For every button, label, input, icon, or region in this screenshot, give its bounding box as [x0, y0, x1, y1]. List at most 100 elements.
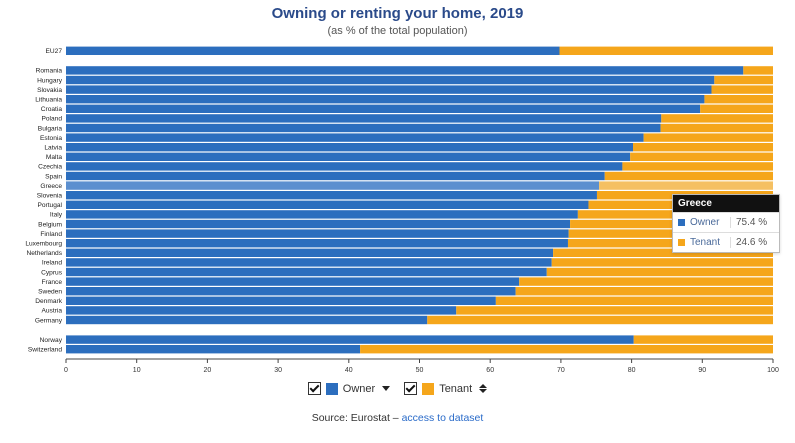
category-label-latvia: Latvia — [44, 145, 62, 152]
bar-owner-denmark[interactable] — [66, 296, 496, 305]
bar-chart: EU27 Romania Hungary Slovakia Lithuania Croat… — [25, 46, 779, 374]
x-tick-label: 10 — [133, 367, 141, 374]
legend-owner-toggle[interactable]: Owner — [307, 382, 391, 395]
bar-owner-croatia[interactable] — [66, 104, 701, 113]
owner-legend-label: Owner — [342, 382, 376, 395]
bar-owner-luxembourg[interactable] — [66, 239, 568, 248]
category-label-finland: Finland — [40, 231, 62, 238]
bar-tenant-malta[interactable] — [630, 152, 773, 161]
bar-tenant-france[interactable] — [519, 277, 773, 286]
bar-tenant-croatia[interactable] — [700, 104, 773, 113]
bar-tenant-austria[interactable] — [456, 306, 773, 315]
x-tick-label: 70 — [557, 367, 565, 374]
x-tick-label: 80 — [628, 367, 636, 374]
tooltip-tenant-value: 24.6 % — [730, 237, 774, 248]
bar-owner-slovakia[interactable] — [66, 85, 712, 94]
category-label-lithuania: Lithuania — [35, 97, 62, 104]
bar-tenant-denmark[interactable] — [495, 296, 773, 305]
bar-tenant-luxembourg[interactable] — [567, 239, 773, 248]
category-label-croatia: Croatia — [41, 106, 63, 113]
bar-owner-lithuania[interactable] — [66, 95, 705, 104]
bar-tenant-netherlands[interactable] — [553, 248, 773, 257]
bar-tenant-germany[interactable] — [427, 315, 773, 325]
bar-owner-romania[interactable] — [66, 66, 744, 75]
x-tick-label: 40 — [345, 367, 353, 374]
bar-tenant-ireland[interactable] — [551, 258, 773, 267]
category-label-belgium: Belgium — [38, 221, 62, 228]
dataset-link[interactable]: access to dataset — [401, 412, 484, 424]
x-tick-label: 60 — [486, 367, 494, 374]
tooltip-country: Greece — [673, 195, 779, 212]
bar-owner-spain[interactable] — [66, 171, 605, 181]
bar-tenant-estonia[interactable] — [643, 133, 773, 142]
tooltip-tenant-row: Tenant 24.6 % — [673, 232, 779, 252]
category-label-czechia: Czechia — [38, 164, 62, 171]
category-label-netherlands: Netherlands — [26, 250, 62, 257]
category-label-germany: Germany — [35, 317, 63, 324]
category-label-bulgaria: Bulgaria — [38, 125, 63, 132]
bar-owner-germany[interactable] — [66, 315, 428, 325]
hover-tooltip: Greece Owner 75.4 % Tenant 24.6 % — [672, 194, 780, 253]
bar-owner-netherlands[interactable] — [66, 248, 554, 257]
bar-owner-italy[interactable] — [66, 210, 578, 219]
category-label-poland: Poland — [41, 116, 62, 123]
bar-tenant-poland[interactable] — [661, 114, 773, 123]
bar-tenant-spain[interactable] — [604, 171, 773, 181]
bar-tenant-cyprus[interactable] — [546, 267, 773, 277]
bar-tenant-sweden[interactable] — [515, 287, 773, 296]
category-label-switzerland: Switzerland — [28, 347, 62, 354]
bar-owner-slovenia[interactable] — [66, 191, 597, 200]
bar-owner-cyprus[interactable] — [66, 267, 547, 277]
bar-owner-greece[interactable] — [66, 181, 600, 190]
tooltip-tenant-label: Tenant — [690, 237, 721, 248]
bar-owner-belgium[interactable] — [66, 219, 571, 229]
chart-subtitle: (as % of the total population) — [327, 25, 468, 37]
bar-tenant-bulgaria[interactable] — [660, 123, 773, 133]
bar-owner-eu27[interactable] — [66, 46, 560, 55]
tenant-checkbox[interactable] — [404, 382, 418, 395]
bar-tenant-lithuania[interactable] — [704, 95, 773, 104]
legend: Owner Tenant — [0, 382, 795, 395]
bar-tenant-slovakia[interactable] — [711, 85, 773, 94]
bar-owner-france[interactable] — [66, 277, 520, 286]
bar-owner-malta[interactable] — [66, 152, 631, 161]
bar-owner-sweden[interactable] — [66, 287, 516, 296]
x-tick-label: 90 — [698, 367, 706, 374]
chart-title: Owning or renting your home, 2019 — [271, 5, 524, 22]
category-label-spain: Spain — [45, 173, 62, 180]
bar-tenant-czechia[interactable] — [622, 162, 773, 171]
category-label-slovakia: Slovakia — [37, 87, 62, 94]
bar-tenant-romania[interactable] — [743, 66, 773, 75]
owner-checkbox[interactable] — [307, 382, 321, 395]
bar-owner-hungary[interactable] — [66, 75, 715, 85]
bar-tenant-hungary[interactable] — [714, 75, 773, 85]
bar-tenant-greece[interactable] — [599, 181, 773, 190]
bar-owner-czechia[interactable] — [66, 162, 623, 171]
bar-owner-bulgaria[interactable] — [66, 123, 661, 133]
bar-owner-switzerland[interactable] — [66, 345, 361, 354]
sort-desc-icon[interactable] — [382, 386, 391, 391]
tenant-swatch — [422, 382, 435, 395]
bar-tenant-eu27[interactable] — [559, 46, 773, 55]
category-label-slovenia: Slovenia — [37, 193, 63, 200]
bar-owner-ireland[interactable] — [66, 258, 552, 267]
bar-owner-finland[interactable] — [66, 229, 569, 238]
bar-tenant-norway[interactable] — [633, 335, 773, 344]
bar-owner-estonia[interactable] — [66, 133, 644, 142]
category-label-norway: Norway — [40, 337, 63, 344]
category-label-cyprus: Cyprus — [41, 269, 63, 276]
bar-owner-portugal[interactable] — [66, 200, 589, 209]
sort-toggle-icon[interactable] — [479, 384, 488, 393]
category-label-hungary: Hungary — [37, 77, 63, 84]
legend-tenant-toggle[interactable]: Tenant — [404, 382, 488, 395]
category-label-austria: Austria — [41, 308, 62, 315]
bar-tenant-belgium[interactable] — [570, 219, 773, 229]
bar-owner-poland[interactable] — [66, 114, 662, 123]
bar-owner-austria[interactable] — [66, 306, 457, 315]
bar-owner-latvia[interactable] — [66, 143, 634, 152]
bar-owner-norway[interactable] — [66, 335, 634, 344]
bar-tenant-finland[interactable] — [568, 229, 773, 238]
bar-tenant-latvia[interactable] — [633, 143, 773, 152]
category-label-ireland: Ireland — [42, 260, 62, 267]
bar-tenant-switzerland[interactable] — [360, 345, 773, 354]
